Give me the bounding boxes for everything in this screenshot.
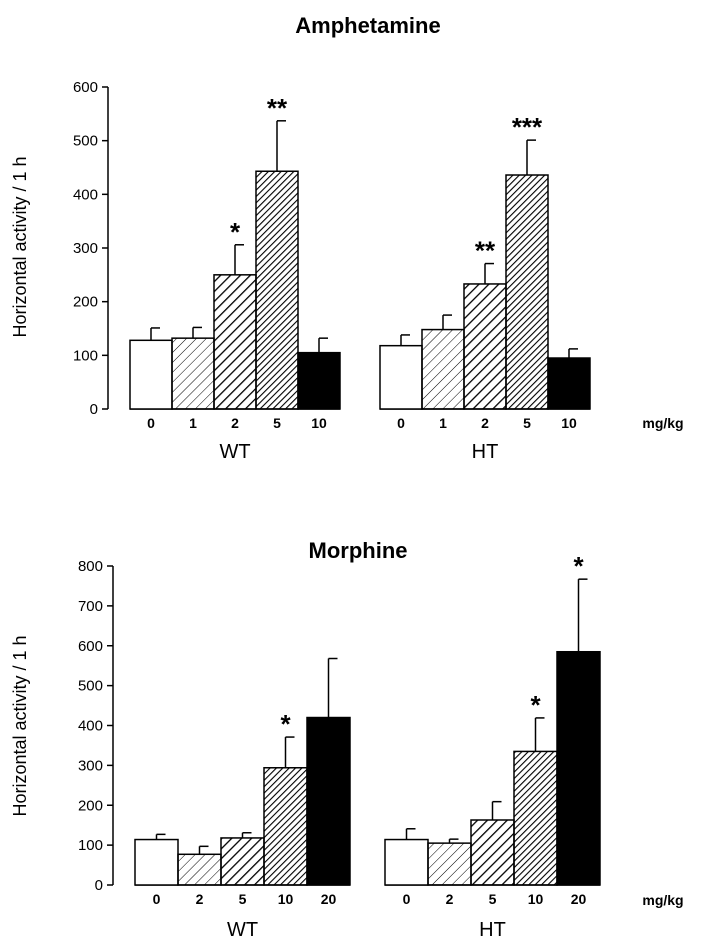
y-tick-label: 200	[73, 294, 98, 311]
significance-marker: *	[280, 709, 291, 739]
group-label-wt: WT	[227, 919, 258, 941]
significance-marker: ***	[512, 112, 543, 142]
bar-wt-5	[220, 837, 265, 886]
bar-wt-10	[297, 351, 341, 410]
significance-marker: **	[475, 236, 496, 266]
y-tick-label: 800	[78, 558, 103, 575]
y-tick-label: 700	[78, 598, 103, 615]
x-category-label: 10	[311, 415, 327, 431]
y-tick-label: 100	[73, 347, 98, 364]
y-tick-label: 0	[95, 877, 103, 894]
y-tick-label: 400	[73, 186, 98, 203]
y-tick-label: 600	[78, 638, 103, 655]
x-category-label: 0	[403, 891, 411, 907]
y-tick-label: 600	[73, 79, 98, 96]
amphetamine-panel: Amphetamine Horizontal activity / 1 h mg…	[10, 13, 684, 463]
x-category-label: 2	[446, 891, 454, 907]
x-axis-unit-label: mg/kg	[642, 892, 683, 908]
x-category-label: 20	[571, 891, 587, 907]
x-category-label: 20	[321, 891, 337, 907]
group-label-ht: HT	[472, 441, 499, 463]
chart-title: Morphine	[309, 538, 408, 563]
bar-ht-20	[556, 650, 601, 886]
x-category-label: 1	[439, 415, 447, 431]
y-axis-label: Horizontal activity / 1 h	[10, 156, 30, 337]
bar-wt-0	[129, 339, 173, 410]
y-axis-label: Horizontal activity / 1 h	[10, 635, 30, 816]
y-tick-label: 500	[73, 133, 98, 150]
x-category-label: 2	[481, 415, 489, 431]
bar-wt-20	[306, 716, 351, 886]
y-tick-label: 500	[78, 678, 103, 695]
x-category-label: 0	[397, 415, 405, 431]
bar-wt-10	[263, 767, 308, 886]
bar-ht-5	[505, 174, 549, 410]
bar-ht-0	[379, 344, 423, 410]
bar-ht-0	[384, 838, 429, 886]
bar-ht-2	[427, 842, 472, 886]
significance-marker: *	[530, 690, 541, 720]
x-category-label: 5	[489, 891, 497, 907]
x-category-label: 1	[189, 415, 197, 431]
x-axis-unit-label: mg/kg	[642, 415, 683, 431]
bar-wt-0	[134, 838, 179, 886]
morphine-panel: Morphine Horizontal activity / 1 h mg/kg…	[10, 538, 684, 941]
x-category-label: 10	[561, 415, 577, 431]
significance-marker: *	[573, 551, 584, 581]
bar-wt-2	[177, 853, 222, 886]
bar-ht-5	[470, 819, 515, 886]
x-category-label: 2	[231, 415, 239, 431]
significance-marker: *	[230, 217, 241, 247]
x-category-label: 2	[196, 891, 204, 907]
group-label-wt: WT	[219, 441, 250, 463]
x-category-label: 5	[273, 415, 281, 431]
bar-wt-5	[255, 170, 299, 410]
bar-ht-10	[513, 750, 558, 886]
x-category-label: 0	[153, 891, 161, 907]
x-category-label: 10	[528, 891, 544, 907]
group-label-ht: HT	[479, 919, 506, 941]
y-tick-label: 300	[73, 240, 98, 257]
y-tick-label: 400	[78, 718, 103, 735]
x-category-label: 5	[523, 415, 531, 431]
y-tick-label: 0	[90, 401, 98, 418]
chart-title: Amphetamine	[295, 13, 440, 38]
bar-ht-1	[421, 328, 465, 410]
y-tick-label: 200	[78, 797, 103, 814]
x-category-label: 0	[147, 415, 155, 431]
y-tick-label: 300	[78, 757, 103, 774]
x-category-label: 10	[278, 891, 294, 907]
significance-marker: **	[267, 93, 288, 123]
bar-ht-2	[463, 283, 507, 410]
bar-wt-2	[213, 274, 257, 410]
x-category-label: 5	[239, 891, 247, 907]
bar-wt-1	[171, 337, 215, 410]
bar-ht-10	[547, 357, 591, 410]
y-tick-label: 100	[78, 837, 103, 854]
